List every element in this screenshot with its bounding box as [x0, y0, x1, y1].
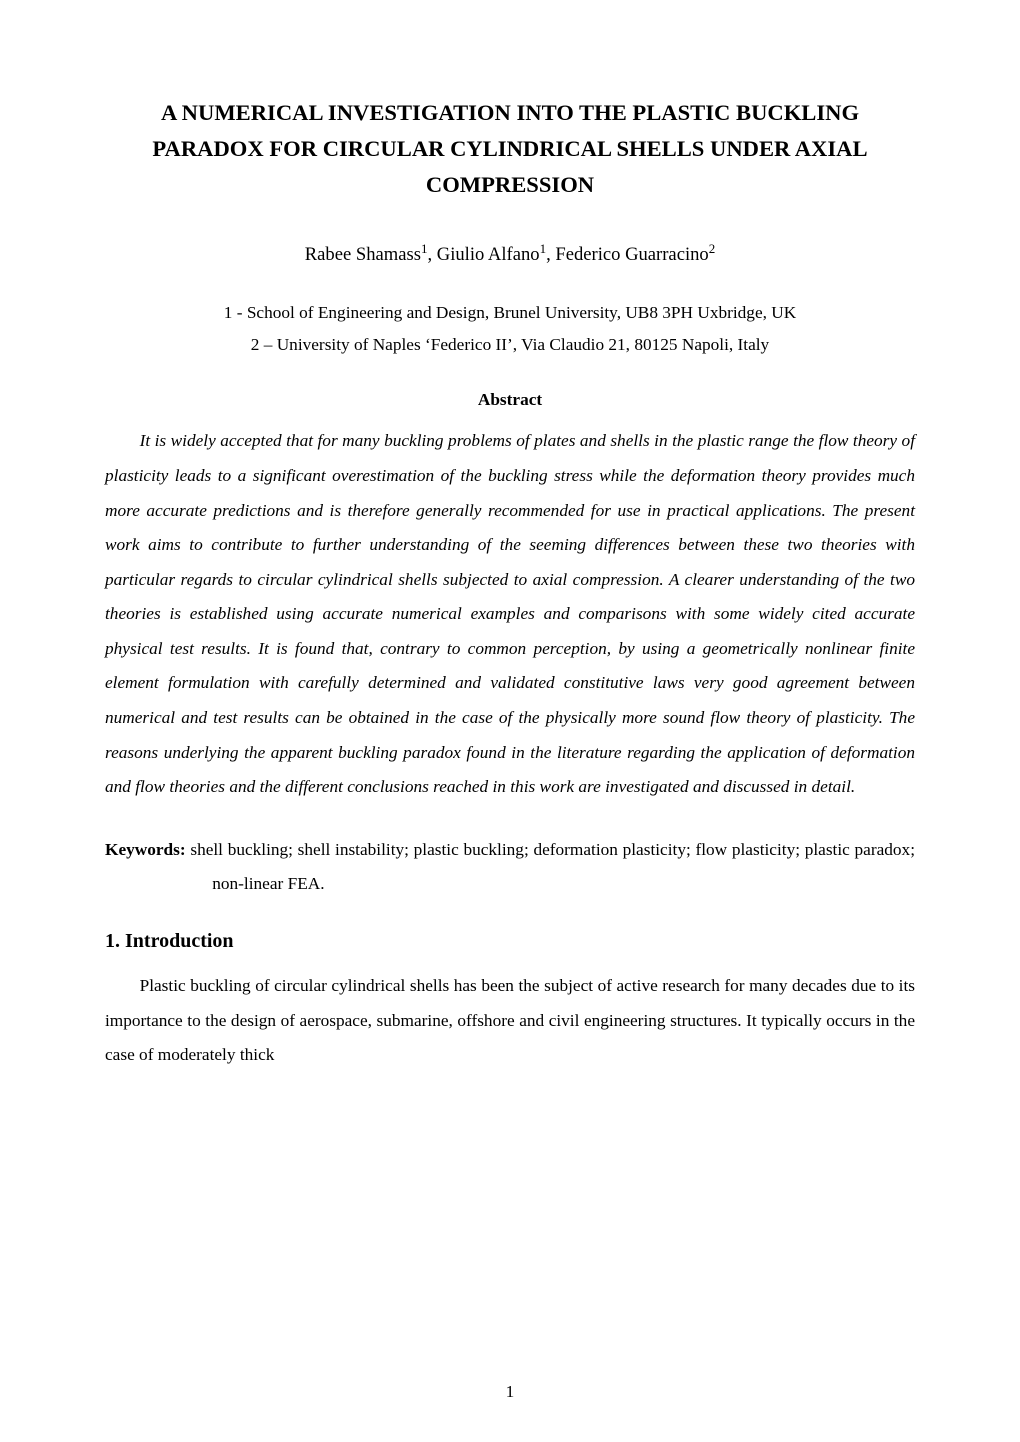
author-2-name: Giulio Alfano — [437, 245, 540, 266]
affiliation-2-text: University of Naples ‘Federico II’, Via … — [277, 335, 770, 354]
author-1-name: Rabee Shamass — [305, 245, 421, 266]
author-3-name: Federico Guarracino — [555, 245, 708, 266]
section-1-para-1: Plastic buckling of circular cylindrical… — [105, 969, 915, 1073]
keywords-text: shell buckling; shell instability; plast… — [186, 840, 915, 894]
affiliation-1: 1 - School of Engineering and Design, Br… — [105, 297, 915, 330]
author-sep-2: , — [546, 245, 555, 266]
affiliation-1-dash: - — [232, 303, 246, 322]
authors-line: Rabee Shamass1, Giulio Alfano1, Federico… — [105, 241, 915, 266]
affiliations: 1 - School of Engineering and Design, Br… — [105, 297, 915, 363]
author-sep-1: , — [427, 245, 436, 266]
section-1-heading: 1. Introduction — [105, 930, 915, 953]
page-number: 1 — [0, 1382, 1020, 1402]
affiliation-2: 2 – University of Naples ‘Federico II’, … — [105, 329, 915, 362]
keywords-label: Keywords: — [105, 840, 186, 859]
keywords-block: Keywords: shell buckling; shell instabil… — [105, 833, 915, 902]
paper-title: A NUMERICAL INVESTIGATION INTO THE PLAST… — [105, 95, 915, 203]
page: A NUMERICAL INVESTIGATION INTO THE PLAST… — [0, 0, 1020, 1442]
abstract-heading: Abstract — [105, 390, 915, 410]
affiliation-2-dash: – — [259, 335, 276, 354]
affiliation-1-text: School of Engineering and Design, Brunel… — [247, 303, 796, 322]
author-3-sup: 2 — [709, 241, 716, 256]
abstract-body: It is widely accepted that for many buck… — [105, 424, 915, 805]
